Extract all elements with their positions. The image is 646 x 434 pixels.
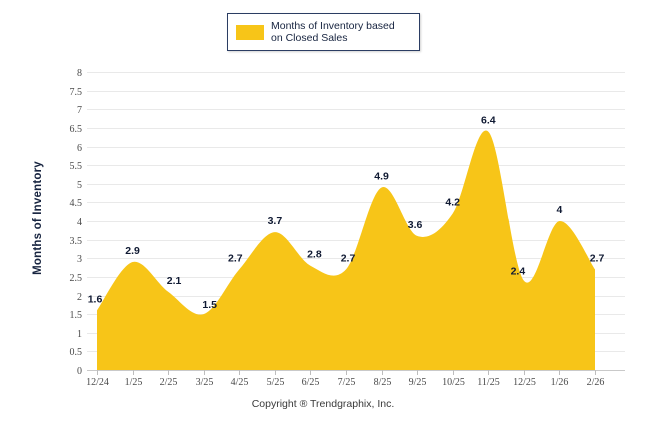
x-tick-label: 12/25 <box>513 377 536 388</box>
data-point-label: 2.7 <box>341 252 356 264</box>
y-tick-label: 0.5 <box>70 347 83 358</box>
y-tick-label: 6.5 <box>70 124 83 135</box>
x-tick-label: 10/25 <box>442 377 465 388</box>
data-point-label: 2.9 <box>125 245 140 257</box>
data-point-label: 1.6 <box>88 293 103 305</box>
x-axis: 12/24 1/25 2/25 3/25 4/25 5/25 6/25 7/25 8/25 9/2… <box>86 370 604 388</box>
x-tick-label: 11/25 <box>477 377 499 388</box>
data-point-label: 4.2 <box>445 197 460 209</box>
y-tick-label: 7 <box>77 105 82 116</box>
y-tick-label: 5 <box>77 180 82 191</box>
y-tick-label: 3.5 <box>70 236 83 247</box>
y-axis-title: Months of Inventory <box>32 161 44 275</box>
y-tick-label: 0 <box>77 366 82 377</box>
data-labels: 1.6 2.9 2.1 1.5 2.7 3.7 2.8 2.7 4.9 3.6 4.2 6.4 2.4 4… <box>88 115 605 312</box>
y-tick-label: 3 <box>77 254 82 265</box>
x-tick-label: 5/25 <box>267 377 285 388</box>
y-gridlines: 0 0.5 1 1.5 2 2.5 3 3.5 4 4.5 5 5.5 6 6.5 7 7.5 8 <box>70 68 625 377</box>
series-color-swatch <box>236 24 264 40</box>
x-tick-label: 1/26 <box>551 377 569 388</box>
chart-legend[interactable]: Months of Inventory based on Closed Sale… <box>227 13 420 51</box>
data-point-label: 2.4 <box>511 266 526 278</box>
y-tick-label: 4.5 <box>70 198 83 209</box>
x-tick-label: 2/26 <box>587 377 605 388</box>
x-tick-label: 7/25 <box>338 377 356 388</box>
y-tick-label: 6 <box>77 143 82 154</box>
x-tick-label: 3/25 <box>196 377 214 388</box>
x-tick-label: 8/25 <box>374 377 392 388</box>
x-tick-label: 2/25 <box>160 377 178 388</box>
data-point-label: 2.7 <box>590 252 605 264</box>
x-tick-label: 9/25 <box>409 377 427 388</box>
copyright-note: Copyright ® Trendgraphix, Inc. <box>251 398 395 410</box>
data-point-label: 4 <box>556 204 562 216</box>
y-tick-label: 1.5 <box>70 310 83 321</box>
data-point-label: 2.8 <box>307 249 322 261</box>
data-point-label: 1.5 <box>202 299 217 311</box>
data-point-label: 6.4 <box>481 115 496 127</box>
y-tick-label: 2 <box>77 292 82 303</box>
data-point-label: 2.1 <box>167 275 182 287</box>
y-tick-label: 5.5 <box>70 161 83 172</box>
y-tick-label: 2.5 <box>70 273 83 284</box>
series-area-months-of-inventory <box>97 130 595 370</box>
x-tick-label: 1/25 <box>125 377 143 388</box>
x-tick-label: 4/25 <box>231 377 249 388</box>
data-point-label: 3.7 <box>268 215 283 227</box>
data-point-label: 2.7 <box>228 252 243 264</box>
y-tick-label: 7.5 <box>70 87 83 98</box>
x-tick-label: 6/25 <box>302 377 320 388</box>
y-tick-label: 1 <box>77 329 82 340</box>
legend-item-label: Months of Inventory based on Closed Sale… <box>271 19 395 45</box>
x-tick-label: 12/24 <box>86 377 109 388</box>
data-point-label: 3.6 <box>408 219 423 231</box>
y-tick-label: 4 <box>77 217 82 228</box>
data-point-label: 4.9 <box>374 171 389 183</box>
y-tick-label: 8 <box>77 68 82 79</box>
